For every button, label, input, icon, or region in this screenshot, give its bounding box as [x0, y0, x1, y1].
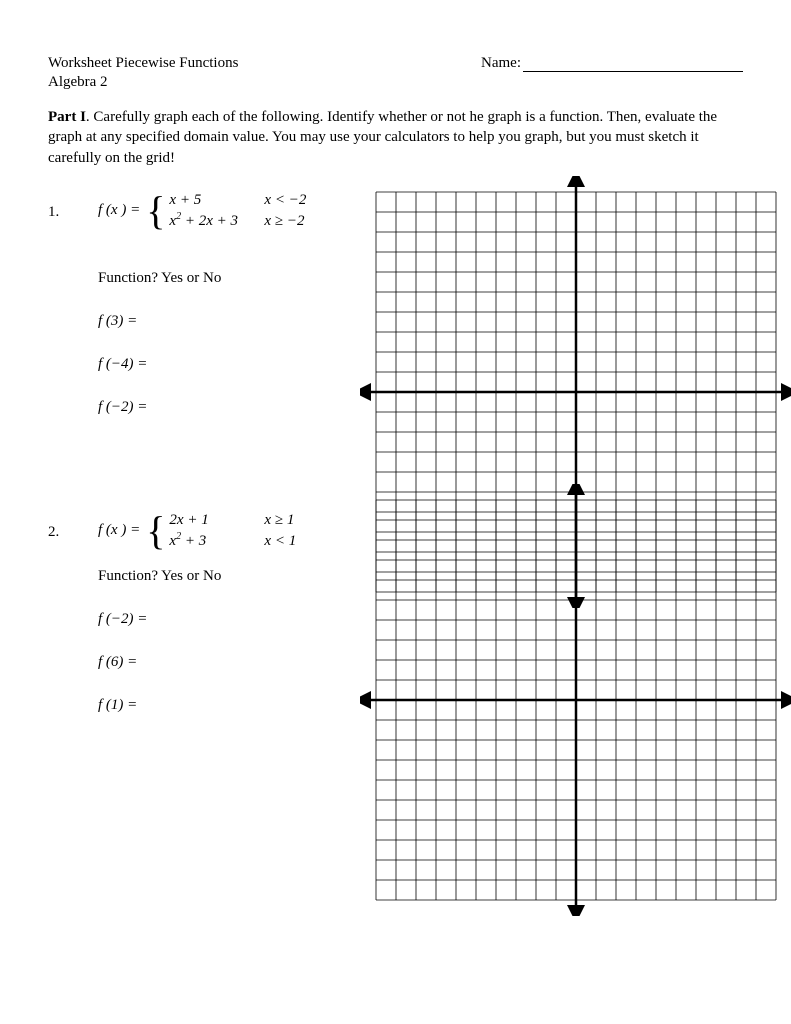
case-cond: x < −2 [264, 192, 306, 209]
problem-1: 1. f (x ) = { x + 5 x < −2 x2 + 2x + 3 x… [48, 186, 743, 416]
instructions: Part I. Carefully graph each of the foll… [48, 107, 743, 168]
case-expr: x2 + 2x + 3 [169, 213, 264, 230]
problem-number: 2. [48, 506, 98, 541]
case-expr: x + 5 [169, 192, 264, 209]
brace-icon: { [146, 512, 165, 550]
name-line[interactable] [523, 57, 743, 72]
case-cond: x ≥ −2 [264, 213, 304, 230]
function-def: f (x ) = { 2x + 1 x ≥ 1 x2 + 3 x < 1 [98, 512, 296, 550]
name-label: Name: [481, 55, 521, 71]
part-text: . Carefully graph each of the following.… [48, 109, 717, 166]
problem-2: 2. f (x ) = { 2x + 1 x ≥ 1 x2 + 3 x < 1 [48, 506, 743, 714]
fx-label: f (x ) = [98, 522, 140, 539]
doc-title: Worksheet Piecewise Functions [48, 55, 238, 72]
case-cond: x < 1 [264, 533, 296, 550]
brace-icon: { [146, 192, 165, 230]
piecewise-cases: 2x + 1 x ≥ 1 x2 + 3 x < 1 [169, 512, 296, 550]
coordinate-grid[interactable] [360, 484, 791, 916]
case-expr: 2x + 1 [169, 512, 264, 529]
course: Algebra 2 [48, 74, 743, 91]
function-def: f (x ) = { x + 5 x < −2 x2 + 2x + 3 x ≥ … [98, 192, 306, 230]
case-expr: x2 + 3 [169, 533, 264, 550]
part-label: Part I [48, 109, 86, 125]
case-cond: x ≥ 1 [264, 512, 294, 529]
name-field[interactable]: Name: [481, 55, 743, 72]
fx-label: f (x ) = [98, 202, 140, 219]
problem-number: 1. [48, 186, 98, 221]
piecewise-cases: x + 5 x < −2 x2 + 2x + 3 x ≥ −2 [169, 192, 306, 230]
